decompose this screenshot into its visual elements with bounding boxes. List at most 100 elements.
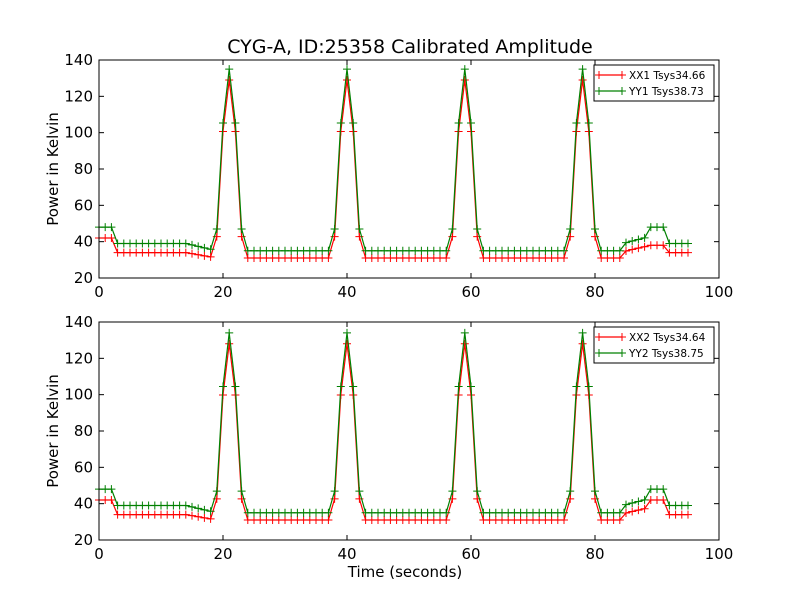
data-point — [460, 75, 469, 84]
data-point — [566, 487, 575, 496]
data-point — [237, 224, 246, 233]
data-point — [442, 254, 451, 263]
legend-marker — [618, 349, 626, 357]
data-point — [473, 224, 482, 233]
data-point — [200, 243, 209, 252]
y-tick-label: 80 — [74, 160, 93, 178]
data-point — [634, 244, 643, 253]
y-tick-label: 40 — [74, 233, 93, 251]
data-point — [560, 254, 568, 263]
data-point — [628, 507, 637, 516]
data-point — [454, 382, 463, 391]
data-point — [181, 248, 190, 257]
data-point — [560, 516, 568, 525]
data-point — [225, 328, 234, 337]
data-point — [343, 339, 351, 348]
data-point — [578, 75, 587, 84]
data-point — [225, 75, 234, 84]
data-point — [343, 328, 351, 337]
data-point — [231, 119, 240, 128]
data-point — [188, 249, 196, 258]
data-point — [324, 508, 333, 517]
series-xx — [95, 75, 692, 263]
legend-label: XX1 Tsys34.66 — [629, 70, 706, 82]
data-point — [442, 516, 451, 525]
data-point — [684, 248, 692, 257]
data-point — [206, 514, 215, 523]
x-tick-label: 100 — [705, 545, 734, 563]
data-point — [615, 246, 624, 255]
y-axis-label: Power in Kelvin — [44, 112, 62, 226]
series-yy — [95, 328, 692, 517]
y-tick-label: 140 — [64, 51, 93, 69]
legend-box — [593, 64, 715, 102]
data-point — [634, 506, 643, 515]
data-point — [188, 511, 196, 520]
data-point — [628, 499, 637, 508]
x-tick-label: 80 — [585, 283, 604, 301]
y-tick-label: 40 — [74, 495, 93, 513]
data-point — [336, 119, 345, 128]
data-point — [206, 245, 215, 254]
data-point — [194, 504, 203, 513]
data-point — [591, 487, 599, 496]
x-tick-label: 20 — [213, 283, 232, 301]
data-point — [659, 241, 668, 250]
data-point — [454, 119, 463, 128]
data-point — [578, 339, 587, 348]
data-point — [200, 251, 209, 260]
data-point — [684, 501, 692, 510]
data-point — [467, 119, 475, 128]
data-point — [640, 233, 649, 242]
data-point — [615, 516, 624, 525]
data-point — [634, 235, 643, 244]
x-tick-label: 40 — [337, 283, 356, 301]
x-tick-label: 40 — [337, 545, 356, 563]
data-point — [349, 119, 358, 128]
x-tick-label: 60 — [461, 283, 480, 301]
data-point — [628, 245, 637, 254]
data-point — [628, 237, 637, 246]
legend-marker — [595, 71, 603, 79]
data-point — [615, 254, 624, 263]
data-point — [330, 224, 339, 233]
legend: XX1 Tsys34.66 YY1 Tsys38.73 — [593, 64, 715, 102]
data-point — [572, 119, 581, 128]
data-point — [640, 504, 649, 513]
y-tick-label: 60 — [74, 458, 93, 476]
data-point — [578, 328, 587, 337]
data-point — [181, 510, 190, 519]
data-point — [324, 246, 333, 255]
data-point — [200, 505, 209, 514]
data-point — [107, 485, 116, 494]
data-point — [181, 501, 190, 510]
data-point — [578, 65, 587, 74]
data-point — [591, 224, 599, 233]
legend-label: XX2 Tsys34.64 — [629, 332, 706, 344]
x-tick-label: 80 — [585, 545, 604, 563]
data-point — [330, 487, 339, 496]
data-point — [448, 224, 457, 233]
data-point — [107, 234, 116, 243]
x-tick-label: 20 — [213, 545, 232, 563]
data-point — [219, 382, 227, 391]
data-point — [194, 242, 203, 251]
data-point — [181, 239, 190, 248]
data-point — [684, 510, 692, 519]
x-axis-label: Time (seconds) — [347, 563, 463, 581]
data-point — [194, 250, 203, 259]
y-axis-label: Power in Kelvin — [44, 374, 62, 488]
data-point — [206, 252, 215, 261]
data-point — [622, 238, 630, 247]
data-point — [442, 246, 451, 255]
chart-title: CYG-A, ID:25358 Calibrated Amplitude — [227, 36, 592, 58]
data-point — [473, 487, 482, 496]
y-tick-label: 20 — [74, 531, 93, 549]
data-point — [584, 119, 593, 128]
legend-marker — [618, 71, 626, 79]
data-point — [107, 496, 116, 505]
data-point — [206, 507, 215, 516]
y-tick-label: 100 — [64, 124, 93, 142]
data-point — [355, 487, 364, 496]
